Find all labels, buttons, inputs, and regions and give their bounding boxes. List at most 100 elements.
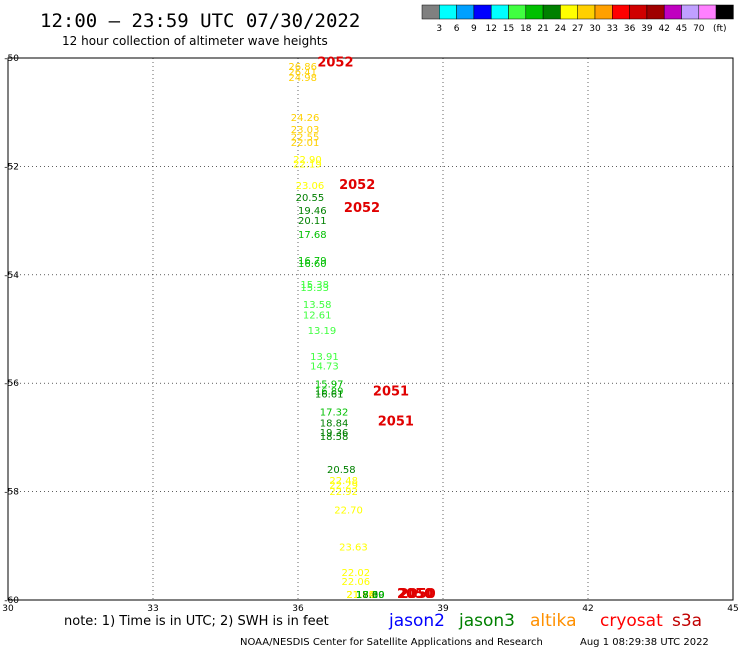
satellite-label: altika xyxy=(530,611,577,631)
legend-label: 15 xyxy=(503,24,514,34)
wave-height-point: 18.00 xyxy=(356,590,385,601)
legend-label: 3 xyxy=(436,24,442,34)
wave-height-point: 23.63 xyxy=(339,543,368,554)
satellite-label: s3a xyxy=(672,611,702,631)
x-tick-label: 36 xyxy=(292,604,304,614)
legend-swatch xyxy=(681,4,700,20)
legend-label: 12 xyxy=(485,24,496,34)
legend-label: 18 xyxy=(520,24,532,34)
legend-label: 6 xyxy=(454,24,460,34)
wave-height-point: 23.06 xyxy=(296,181,325,192)
footer-timestamp: Aug 1 08:29:38 UTC 2022 xyxy=(580,637,709,648)
legend-swatch xyxy=(525,4,544,20)
satellite-legend: jason2 jason3 altika cryosat s3a xyxy=(388,611,702,631)
legend-swatch xyxy=(715,4,734,20)
y-tick-label: -58 xyxy=(4,488,19,498)
legend-label: 21 xyxy=(537,24,548,34)
wave-height-point: 24.98 xyxy=(288,73,317,84)
chart-subtitle: 12 hour collection of altimeter wave hei… xyxy=(62,34,328,48)
x-tick-label: 42 xyxy=(582,604,593,614)
plot-area: 30 33 36 39 42 45 -50 -52 -54 -56 -58 -60 26.8626.41… xyxy=(2,54,738,614)
pass-number-label: 2051 xyxy=(373,385,409,400)
wave-height-point: 22.90 xyxy=(293,155,322,166)
wave-height-point: 22.06 xyxy=(342,577,371,588)
legend-label: 33 xyxy=(607,24,618,34)
wave-height-point: 22.92 xyxy=(329,487,358,498)
wave-height-point: 19.36 xyxy=(320,428,349,439)
legend-label: 24 xyxy=(555,24,567,34)
wave-height-point: 20.55 xyxy=(296,193,325,204)
legend-swatch xyxy=(421,4,440,20)
wave-height-point: 15.38 xyxy=(300,280,329,291)
legend-swatch xyxy=(577,4,596,20)
wave-height-point: 18.84 xyxy=(320,419,349,430)
pass-number-label: 2050 xyxy=(397,587,433,602)
wave-height-point: 13.91 xyxy=(310,352,339,363)
legend-swatch xyxy=(629,4,648,20)
legend-swatch xyxy=(456,4,475,20)
wave-height-point: 21.84 xyxy=(346,590,375,601)
legend-unit: (ft) xyxy=(713,24,727,34)
satellite-label: jason3 xyxy=(458,611,515,631)
legend-swatch xyxy=(490,4,509,20)
wave-height-point: 23.03 xyxy=(291,125,320,136)
wave-height-point: 22.55 xyxy=(291,132,320,143)
legend-swatch xyxy=(542,4,561,20)
x-tick-label: 45 xyxy=(727,604,738,614)
wave-height-point: 15.97 xyxy=(315,380,344,391)
chart-title: 12:00 – 23:59 UTC 07/30/2022 xyxy=(40,10,360,32)
wave-height-point: 22.70 xyxy=(334,505,363,516)
legend-swatch xyxy=(612,4,630,20)
wave-height-point: 24.26 xyxy=(291,113,320,124)
wave-height-point: 21.35 xyxy=(346,590,375,601)
wave-height-point: 17.68 xyxy=(298,230,327,241)
wave-height-point: 13.19 xyxy=(308,326,337,337)
wave-height-point: 14.73 xyxy=(310,362,339,373)
pass-number-label: 2052 xyxy=(317,56,353,71)
wave-height-point: 13.58 xyxy=(303,300,332,311)
legend-swatch xyxy=(698,4,717,20)
y-tick-label: -60 xyxy=(4,596,19,606)
y-tick-label: -50 xyxy=(4,54,19,64)
wave-height-point: 20.58 xyxy=(327,465,356,476)
wave-height-point: 20.11 xyxy=(298,216,327,227)
wave-height-point: 18.39 xyxy=(356,590,385,601)
wave-height-point: 22.48 xyxy=(329,476,358,487)
legend-label: 30 xyxy=(589,24,601,34)
legend-swatch xyxy=(560,4,578,20)
y-tick-label: -52 xyxy=(4,162,19,172)
wave-height-point: 18.60 xyxy=(356,590,385,601)
wave-height-point: 12.61 xyxy=(303,311,332,322)
satellite-label: cryosat xyxy=(600,611,663,631)
wave-height-point: 16.79 xyxy=(298,256,327,267)
pass-number-label: 2050 xyxy=(397,587,433,602)
color-legend: 3 6 9 12 15 18 21 24 27 30 33 36 39 42 45 70 xyxy=(421,4,734,34)
x-tick-label: 33 xyxy=(147,604,158,614)
wave-height-point: 22.19 xyxy=(293,159,322,170)
legend-swatch xyxy=(594,4,613,20)
wave-height-point: 17.32 xyxy=(320,408,349,419)
wave-height-point: 19.46 xyxy=(298,206,327,217)
wave-height-point: 18.58 xyxy=(320,432,349,443)
wave-height-point: 21.69 xyxy=(346,590,375,601)
pass-number-label: 2052 xyxy=(339,178,375,193)
wave-height-point: 22.29 xyxy=(329,480,358,491)
pass-number-label: 2052 xyxy=(344,201,380,216)
legend-label: 27 xyxy=(572,24,583,34)
legend-label: 36 xyxy=(624,24,636,34)
legend-label: 45 xyxy=(676,24,687,34)
legend-swatch xyxy=(646,4,665,20)
wave-height-point: 17.10 xyxy=(356,590,385,601)
wave-height-point: 16.89 xyxy=(315,387,344,398)
legend-label: 70 xyxy=(693,24,705,34)
legend-label: 9 xyxy=(471,24,477,34)
footer-note: note: 1) Time is in UTC; 2) SWH is in fe… xyxy=(64,614,329,629)
pass-number-label: 2050 xyxy=(400,587,436,602)
wave-height-point: 22.01 xyxy=(291,138,320,149)
legend-swatch xyxy=(473,4,492,20)
plot-frame xyxy=(7,57,734,601)
legend-swatch xyxy=(663,4,682,20)
wave-height-point: 26.41 xyxy=(288,67,317,78)
legend-label: 42 xyxy=(658,24,669,34)
